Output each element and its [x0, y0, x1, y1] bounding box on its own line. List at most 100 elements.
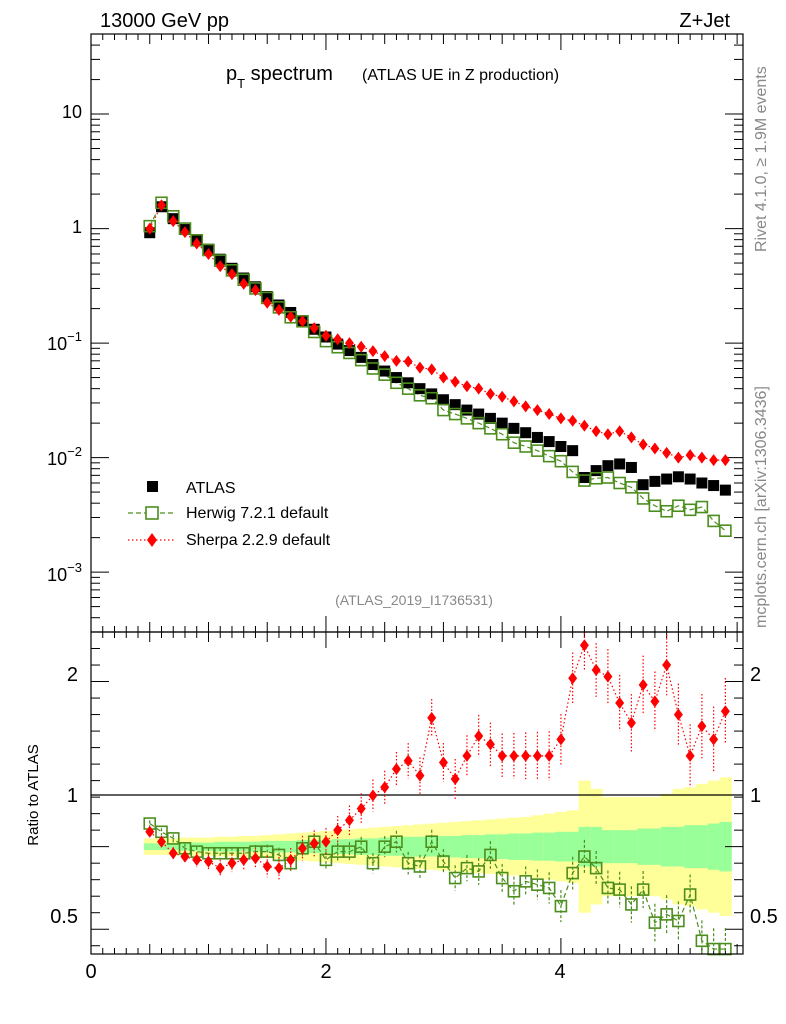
herwig-ratio-point: [660, 908, 673, 921]
sherpa-point: [450, 375, 460, 388]
band-inner: [625, 830, 638, 864]
herwig-point: [707, 514, 720, 528]
herwig-ratio-point: [542, 881, 556, 895]
sherpa-ratio-point: [145, 825, 155, 838]
herwig-ratio-point: [683, 888, 697, 901]
herwig-ratio-point: [613, 883, 626, 896]
herwig-ratio-point: [554, 899, 568, 913]
atlas-point: [661, 473, 673, 485]
sherpa-point: [215, 260, 225, 273]
band-inner: [696, 825, 709, 869]
sherpa-ratio-point: [662, 659, 672, 672]
herwig-point: [695, 500, 709, 514]
band-inner: [226, 841, 239, 852]
main-series: [143, 196, 732, 537]
atlas-point: [367, 359, 379, 371]
sherpa-ratio-point: [485, 738, 495, 751]
herwig-ratio-point: [166, 832, 180, 845]
title-sub: T: [237, 76, 245, 91]
ratio-ytick-label-0.5: 0.5: [50, 906, 78, 928]
herwig-ratio-point: [578, 850, 591, 863]
atlas-point: [578, 472, 590, 484]
atlas-point: [508, 422, 520, 434]
herwig-ratio-point: [636, 883, 650, 896]
sherpa-ratio-point: [450, 772, 460, 785]
sherpa-point: [544, 408, 554, 421]
sherpa-point: [192, 237, 202, 250]
atlas-point: [461, 404, 473, 416]
atlas-point: [473, 408, 485, 420]
sherpa-ratio-point: [309, 837, 319, 850]
sherpa-ratio-point: [180, 850, 190, 863]
legend-label-herwig: Herwig 7.2.1 default: [186, 505, 329, 522]
sherpa-ratio-point: [556, 733, 566, 746]
band-inner: [566, 831, 580, 862]
herwig-point: [401, 382, 415, 395]
atlas-point: [649, 475, 661, 487]
title-p: p: [226, 63, 237, 85]
herwig-point: [495, 427, 509, 441]
sherpa-point: [521, 400, 531, 413]
sherpa-ratio-point: [615, 697, 625, 710]
band-inner: [508, 833, 521, 860]
atlas-point: [602, 460, 614, 472]
ratio-panel: Ratio to ATLAS 2 1 0.5 2 1 0.5 0 2 4: [25, 631, 778, 983]
band-inner: [414, 836, 427, 857]
sherpa-point: [697, 451, 707, 464]
main-title: pT spectrum: [226, 63, 333, 91]
atlas-point: [696, 477, 708, 489]
atlas-point: [520, 427, 532, 439]
herwig-point: [719, 524, 732, 537]
sherpa-point: [638, 438, 648, 451]
ratio-ticks: [90, 632, 743, 954]
sherpa-point: [650, 442, 660, 455]
atlas-point: [426, 388, 438, 400]
ytick-exponent: −1: [67, 329, 82, 344]
band-inner: [672, 826, 685, 867]
herwig-ratio-point: [484, 848, 497, 862]
sherpa-ratio-point: [356, 802, 366, 815]
xtick-label-0: 0: [85, 961, 96, 983]
atlas-point: [684, 473, 696, 485]
xtick-label-2: 2: [320, 961, 331, 983]
ratio-ytick-label-2: 2: [67, 664, 78, 686]
ratio-ytick-label-right-2: 2: [750, 664, 761, 686]
sherpa-ratio-point: [532, 749, 542, 762]
sherpa-point: [591, 425, 601, 438]
herwig-ratio-point: [566, 866, 579, 880]
atlas-point: [531, 431, 543, 443]
band-inner: [602, 830, 615, 864]
herwig-point: [636, 492, 650, 505]
ytick-exponent: −3: [67, 560, 82, 575]
herwig-point: [378, 368, 391, 381]
sherpa-ratio-point: [368, 789, 378, 802]
herwig-ratio-point: [648, 916, 662, 929]
ratio-ytick-label-right-1: 1: [750, 785, 761, 807]
sherpa-ratio-point: [250, 852, 260, 865]
sherpa-point: [356, 340, 366, 353]
band-inner: [613, 830, 627, 864]
herwig-point: [660, 504, 673, 518]
ytick-base: 10: [47, 334, 67, 354]
sherpa-ratio-point: [568, 672, 578, 685]
sherpa-point: [626, 431, 636, 444]
sherpa-ratio-point: [591, 663, 601, 676]
sherpa-ratio-point: [521, 749, 531, 762]
sherpa-ratio-point: [344, 814, 354, 827]
atlas-point: [355, 351, 367, 363]
ratio-ytick-label-1: 1: [67, 785, 78, 807]
atlas-point: [496, 417, 508, 429]
atlas-point: [543, 436, 555, 448]
legend-label-atlas: ATLAS: [186, 480, 236, 497]
band-inner: [143, 843, 157, 850]
sherpa-point: [579, 419, 589, 432]
sherpa-point: [462, 380, 472, 393]
sherpa-ratio-point: [720, 705, 730, 718]
herwig-point: [566, 465, 579, 479]
analysis-id: (ATLAS_2019_I1736531): [335, 592, 493, 608]
band-inner: [273, 840, 286, 853]
herwig-ratio-point: [625, 898, 638, 911]
sherpa-point: [168, 215, 178, 228]
atlas-point: [637, 479, 649, 491]
